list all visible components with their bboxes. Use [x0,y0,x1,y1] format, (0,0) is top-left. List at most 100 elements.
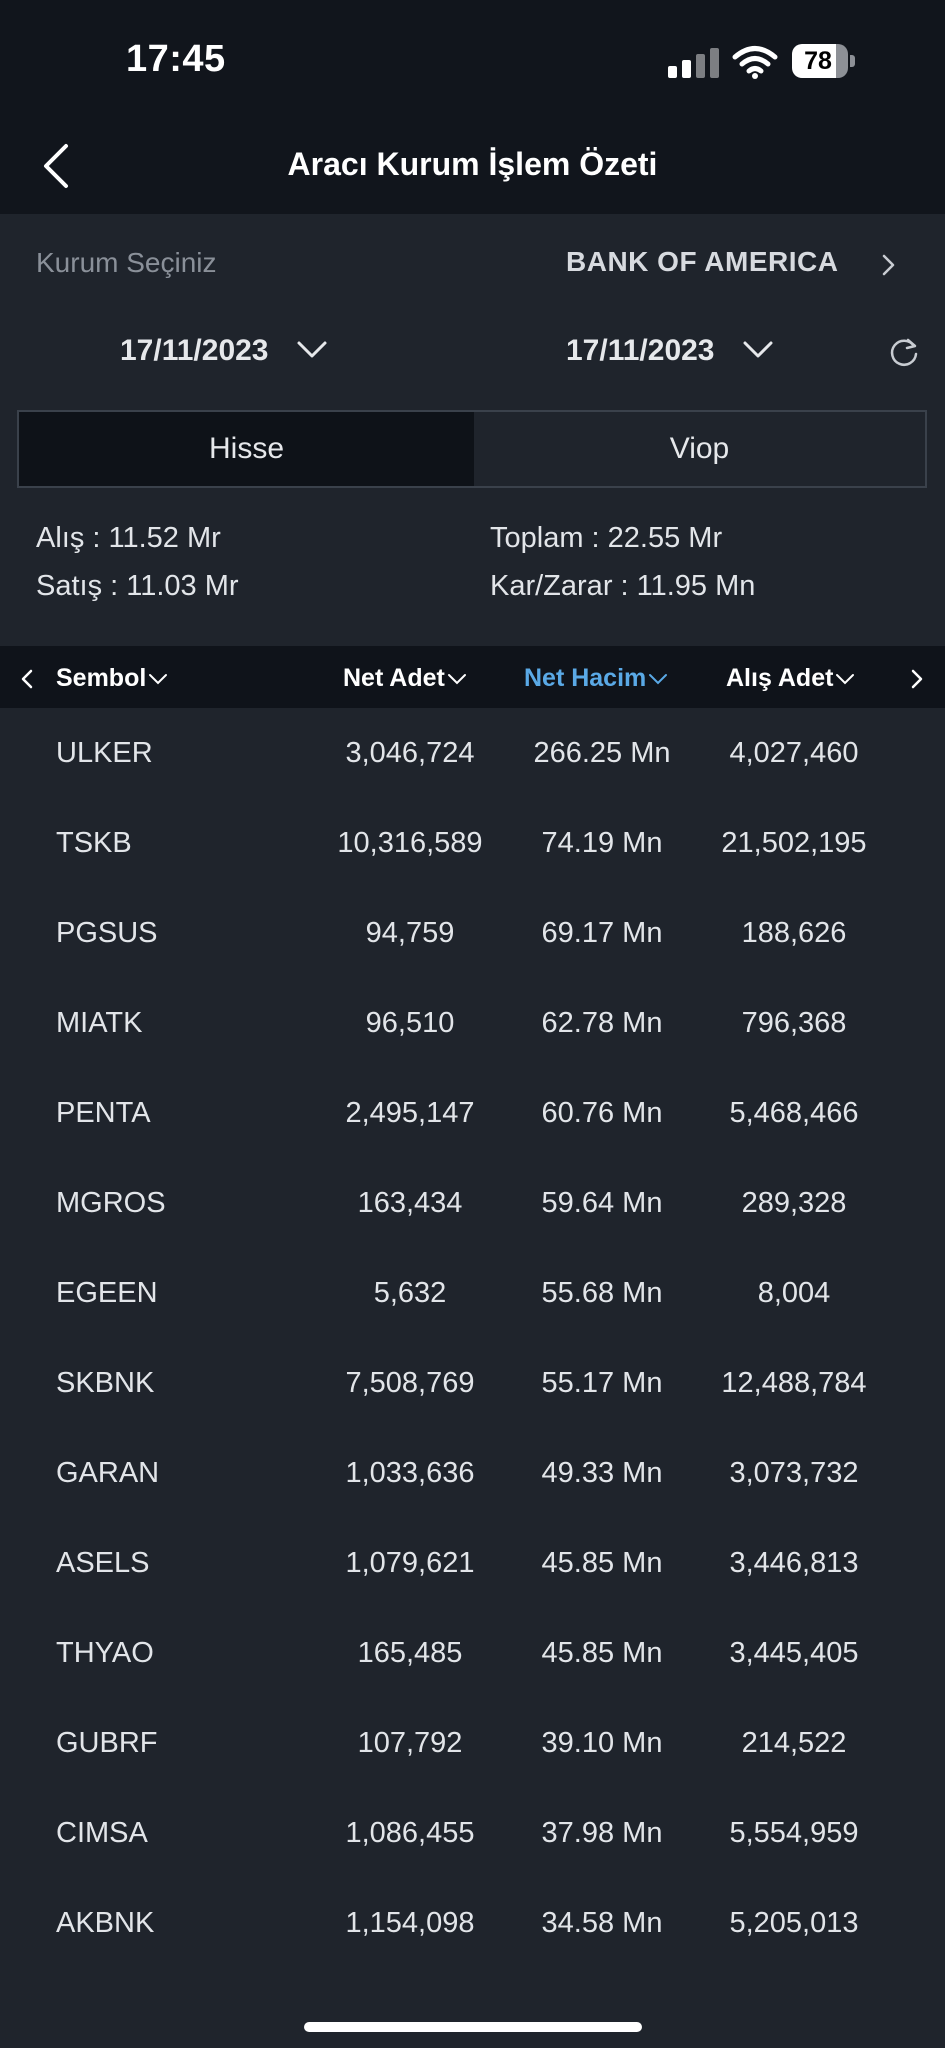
alis-adet-cell: 3,445,405 [729,1637,859,1669]
net-adet-cell: 107,792 [357,1727,463,1759]
column-header-alis-adet[interactable]: Alış Adet [726,664,855,693]
table-row[interactable]: AKBNK 1,154,098 34.58 Mn 5,205,013 [0,1878,945,1968]
table-row[interactable]: THYAO 165,485 45.85 Mn 3,445,405 [0,1608,945,1698]
net-adet-cell: 1,086,455 [345,1817,475,1849]
wifi-icon [732,46,778,79]
tab-viop[interactable]: Viop [669,432,730,465]
symbol-cell: MGROS [56,1187,166,1219]
home-indicator[interactable] [304,2022,642,2032]
chevron-down-icon[interactable] [296,340,328,360]
table-row[interactable]: GUBRF 107,792 39.10 Mn 214,522 [0,1698,945,1788]
net-hacim-cell: 34.58 Mn [541,1907,663,1939]
alis-adet-cell: 8,004 [757,1277,831,1309]
market-segment-control: Hisse Viop [17,410,927,488]
net-hacim-cell: 45.85 Mn [541,1637,663,1669]
symbol-cell: ULKER [56,737,153,769]
net-hacim-cell: 266.25 Mn [533,737,671,769]
broker-select-value[interactable]: BANK OF AMERICA [566,246,839,277]
net-hacim-cell: 60.76 Mn [541,1097,663,1129]
net-adet-cell: 2,495,147 [345,1097,475,1129]
net-adet-cell: 96,510 [365,1007,455,1039]
table-header: Sembol Net Adet Net Hacim Alış Adet [0,646,945,708]
chevron-left-icon[interactable] [20,668,34,690]
symbol-cell: GUBRF [56,1727,158,1759]
net-hacim-cell: 45.85 Mn [541,1547,663,1579]
tab-hisse[interactable]: Hisse [19,412,474,486]
sort-chevron-icon [149,674,168,685]
stat-toplam: Toplam : 22.55 Mr [490,522,723,554]
cellular-signal-icon [668,48,720,78]
alis-adet-cell: 214,522 [741,1727,847,1759]
alis-adet-cell: 3,073,732 [729,1457,859,1489]
symbol-cell: TSKB [56,827,132,859]
page-title: Aracı Kurum İşlem Özeti [287,146,658,182]
table-row[interactable]: PENTA 2,495,147 60.76 Mn 5,468,466 [0,1068,945,1158]
symbol-cell: EGEEN [56,1277,158,1309]
chevron-right-icon[interactable] [910,668,924,690]
net-adet-cell: 3,046,724 [345,737,475,769]
column-header-net-hacim[interactable]: Net Hacim [524,664,668,693]
alis-adet-cell: 4,027,460 [729,737,859,769]
net-adet-cell: 10,316,589 [337,827,483,859]
symbol-cell: CIMSA [56,1817,148,1849]
chevron-down-icon[interactable] [742,340,774,360]
status-time: 17:45 [126,38,226,80]
sort-chevron-icon [649,674,668,685]
sort-chevron-icon [447,674,466,685]
net-adet-cell: 1,079,621 [345,1547,475,1579]
alis-adet-cell: 5,205,013 [729,1907,859,1939]
net-hacim-cell: 69.17 Mn [541,917,663,949]
broker-select-label: Kurum Seçiniz [36,247,217,278]
net-hacim-cell: 74.19 Mn [541,827,663,859]
net-hacim-cell: 55.68 Mn [541,1277,663,1309]
table-row[interactable]: CIMSA 1,086,455 37.98 Mn 5,554,959 [0,1788,945,1878]
net-hacim-cell: 49.33 Mn [541,1457,663,1489]
symbol-cell: GARAN [56,1457,160,1489]
net-adet-cell: 163,434 [357,1187,463,1219]
table-row[interactable]: TSKB 10,316,589 74.19 Mn 21,502,195 [0,798,945,888]
table-row[interactable]: ULKER 3,046,724 266.25 Mn 4,027,460 [0,708,945,798]
table-row[interactable]: GARAN 1,033,636 49.33 Mn 3,073,732 [0,1428,945,1518]
alis-adet-cell: 796,368 [741,1007,847,1039]
net-hacim-cell: 39.10 Mn [541,1727,663,1759]
alis-adet-cell: 3,446,813 [729,1547,859,1579]
net-adet-cell: 94,759 [365,917,455,949]
table-row[interactable]: PGSUS 94,759 69.17 Mn 188,626 [0,888,945,978]
net-hacim-cell: 62.78 Mn [541,1007,663,1039]
stat-satis: Satış : 11.03 Mr [36,570,239,602]
start-date-picker[interactable]: 17/11/2023 [120,334,269,367]
alis-adet-cell: 21,502,195 [721,827,867,859]
net-adet-cell: 7,508,769 [345,1367,475,1399]
symbol-cell: SKBNK [56,1367,155,1399]
net-adet-cell: 165,485 [357,1637,463,1669]
back-chevron-icon[interactable] [36,140,76,192]
table-row[interactable]: EGEEN 5,632 55.68 Mn 8,004 [0,1248,945,1338]
net-hacim-cell: 55.17 Mn [541,1367,663,1399]
top-bar: 17:45 78 Aracı Kurum İşlem Özeti [0,0,945,214]
sort-chevron-icon [836,674,855,685]
alis-adet-cell: 289,328 [741,1187,847,1219]
symbol-cell: THYAO [56,1637,154,1669]
net-adet-cell: 1,033,636 [345,1457,475,1489]
stat-kar-zarar: Kar/Zarar : 11.95 Mn [490,570,756,602]
table-row[interactable]: SKBNK 7,508,769 55.17 Mn 12,488,784 [0,1338,945,1428]
net-adet-cell: 5,632 [373,1277,447,1309]
alis-adet-cell: 5,554,959 [729,1817,859,1849]
symbol-cell: MIATK [56,1007,143,1039]
refresh-icon[interactable] [888,336,920,368]
symbol-cell: PENTA [56,1097,151,1129]
chevron-right-icon[interactable] [880,252,898,278]
symbol-cell: ASELS [56,1547,150,1579]
battery-icon: 78 [792,44,856,80]
table-row[interactable]: MGROS 163,434 59.64 Mn 289,328 [0,1158,945,1248]
column-header-sembol[interactable]: Sembol [56,664,168,693]
column-header-net-adet[interactable]: Net Adet [343,664,467,693]
alis-adet-cell: 12,488,784 [721,1367,867,1399]
symbol-cell: AKBNK [56,1907,155,1939]
end-date-picker[interactable]: 17/11/2023 [566,334,715,367]
table-row[interactable]: MIATK 96,510 62.78 Mn 796,368 [0,978,945,1068]
battery-level: 78 [804,47,832,75]
alis-adet-cell: 188,626 [741,917,847,949]
table-row[interactable]: ASELS 1,079,621 45.85 Mn 3,446,813 [0,1518,945,1608]
net-adet-cell: 1,154,098 [345,1907,475,1939]
